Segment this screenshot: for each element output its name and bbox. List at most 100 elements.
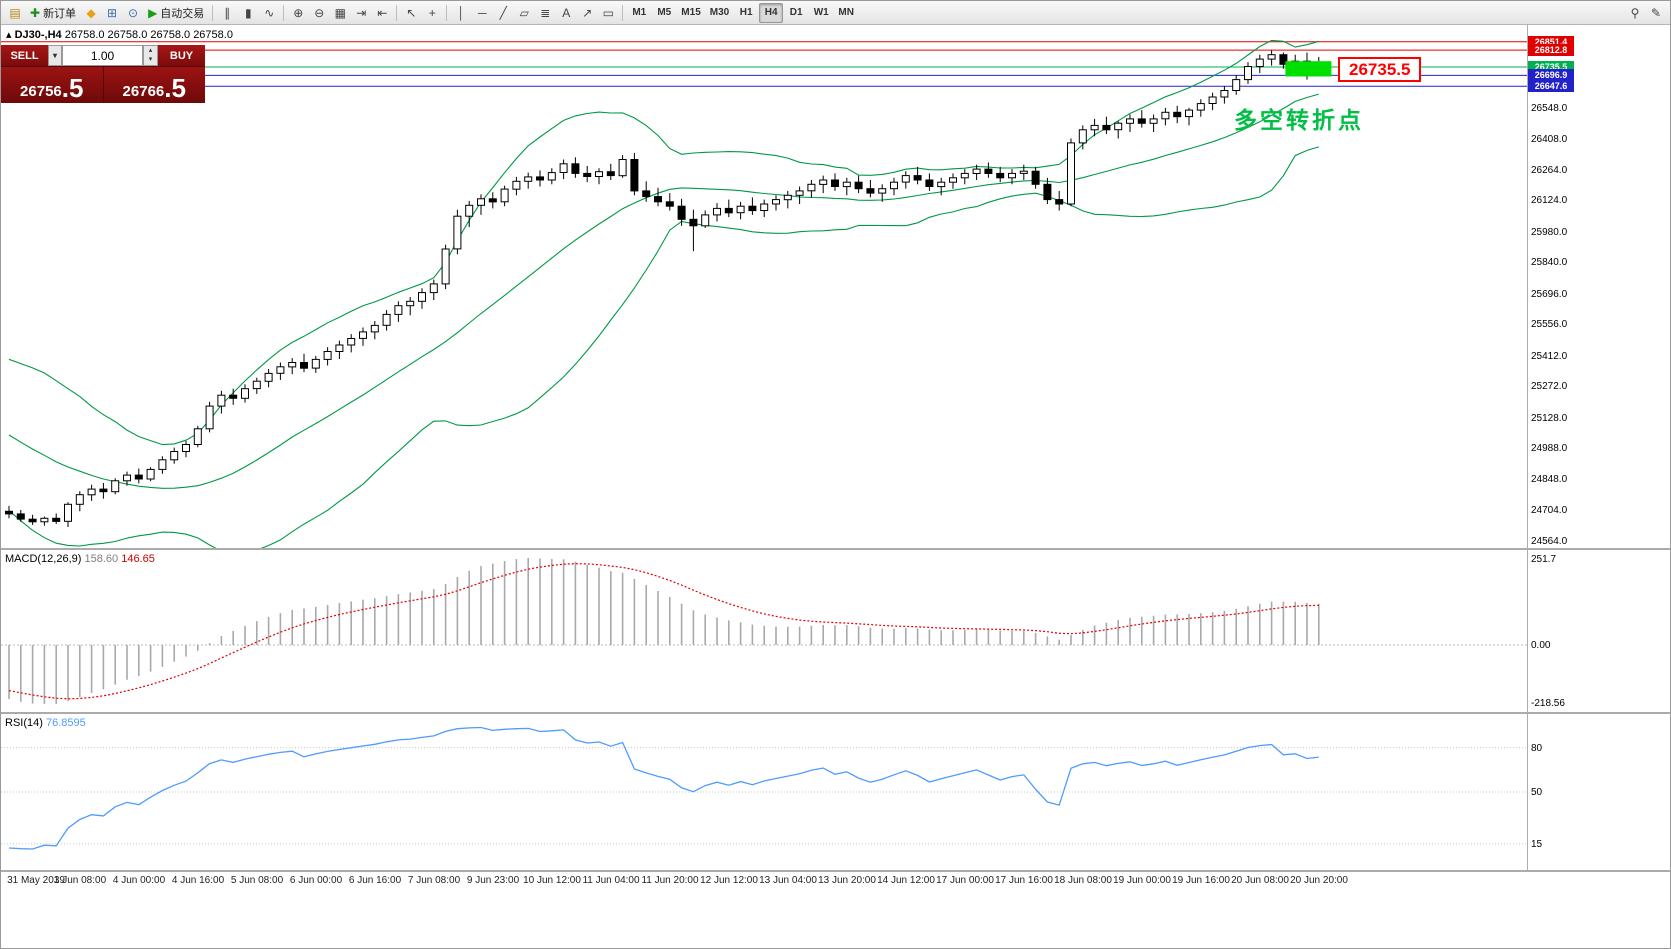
arrow-tool-button[interactable]: ↗: [577, 3, 597, 23]
price-axis-label: 25980.0: [1531, 227, 1568, 238]
price-axis-label: 24564.0: [1531, 536, 1568, 547]
time-axis-label: 6 Jun 00:00: [289, 875, 343, 886]
channel-button[interactable]: ▱: [514, 3, 534, 23]
navigator-icon: ⊙: [128, 5, 139, 20]
text-tool-button[interactable]: A: [556, 3, 576, 23]
market-watch-icon: ◆: [86, 5, 96, 20]
chart-window-icon: ▤: [9, 5, 21, 20]
macd-indicator-label: MACD(12,26,9) 158.60 146.65: [5, 553, 155, 565]
tile-windows-button[interactable]: ▦: [330, 3, 350, 23]
green-highlight-box: [1285, 61, 1332, 77]
autotrading-button[interactable]: ▶ 自动交易: [144, 3, 208, 23]
shapes-button[interactable]: ▭: [598, 3, 618, 23]
time-axis-label: 19 Jun 16:00: [1172, 875, 1230, 886]
timeframe-h1-button[interactable]: H1: [739, 7, 753, 18]
zoom-in-icon: ⊕: [293, 5, 304, 20]
zoom-out-icon: ⊖: [314, 5, 325, 20]
channel-icon: ▱: [519, 5, 529, 20]
buy-price-button[interactable]: 26766 .5: [103, 67, 205, 103]
time-axis-label: 6 Jun 16:00: [348, 875, 402, 886]
toolbar-separator: [283, 4, 285, 21]
time-axis-label: 20 Jun 08:00: [1231, 875, 1289, 886]
cursor-button[interactable]: ↖: [401, 3, 421, 23]
collapse-icon[interactable]: ▴: [6, 29, 12, 41]
symbol-ohlc: 26758.0 26758.0 26758.0 26758.0: [64, 29, 233, 41]
auto-scroll-icon: ⇥: [356, 5, 367, 20]
timeframe-m15-button[interactable]: M15: [681, 7, 701, 18]
panel-separator[interactable]: [1, 712, 1670, 714]
volume-input[interactable]: [62, 45, 143, 66]
navigator-button[interactable]: ⊙: [123, 3, 143, 23]
chart-window-button[interactable]: ▤: [5, 3, 25, 23]
price-axis-label: 25556.0: [1531, 319, 1568, 330]
zoom-out-button[interactable]: ⊖: [309, 3, 329, 23]
crosshair-icon: +: [428, 5, 436, 20]
zoom-in-button[interactable]: ⊕: [288, 3, 308, 23]
rsi-line: [8, 726, 1319, 850]
time-axis-label: 12 Jun 12:00: [700, 875, 758, 886]
rsi-level-label: 80: [1531, 743, 1543, 754]
price-level-badge: 26647.6: [1528, 80, 1574, 92]
autotrading-play-icon: ▶: [148, 5, 158, 20]
rsi-panel[interactable]: [1, 714, 1527, 870]
time-axis-label: 10 Jun 12:00: [523, 875, 581, 886]
bar-chart-button[interactable]: ∥: [217, 3, 237, 23]
timeframe-w1-button[interactable]: W1: [813, 7, 829, 18]
autotrading-button-label: 自动交易: [160, 7, 205, 20]
timeframe-m30-button[interactable]: M30: [709, 7, 730, 18]
one-click-trading-panel: SELL ▾ ▴ ▾ BUY 26756 .5 26766 .5: [1, 45, 205, 103]
sell-price-button[interactable]: 26756 .5: [1, 67, 104, 103]
data-window-button[interactable]: ⊞: [102, 3, 122, 23]
rsi-level-label: 15: [1531, 839, 1543, 850]
vertical-line-icon: │: [457, 5, 466, 20]
price-chart[interactable]: [1, 25, 1527, 548]
turning-point-annotation: 多空转折点: [1234, 107, 1364, 133]
bollinger-bands-layer: [8, 39, 1319, 548]
level-lines-layer: [1, 41, 1527, 87]
price-axis-label: 25272.0: [1531, 381, 1568, 392]
timeframe-mn-button[interactable]: MN: [838, 7, 854, 18]
macd-signal-value: 146.65: [121, 553, 155, 565]
time-axis-label: 13 Jun 04:00: [759, 875, 817, 886]
symbol-search-button[interactable]: ⚲: [1625, 3, 1645, 23]
chart-shift-button[interactable]: ⇤: [372, 3, 392, 23]
timeframe-m1-button[interactable]: M1: [632, 7, 647, 18]
sell-header-button[interactable]: SELL: [1, 45, 48, 66]
panel-separator[interactable]: [1, 870, 1670, 872]
macd-scale-max: 251.7: [1531, 554, 1557, 565]
vertical-line-button[interactable]: │: [451, 3, 471, 23]
buy-header-button[interactable]: BUY: [158, 45, 205, 66]
volume-stepper[interactable]: ▴ ▾: [143, 45, 158, 66]
trendline-button[interactable]: ╱: [493, 3, 513, 23]
auto-scroll-button[interactable]: ⇥: [351, 3, 371, 23]
macd-histogram: [8, 558, 1320, 704]
macd-scale-zero: 0.00: [1531, 640, 1551, 651]
time-axis-label: 3 Jun 08:00: [53, 875, 107, 886]
edit-button[interactable]: ✎: [1646, 3, 1666, 23]
time-axis-label: 18 Jun 08:00: [1054, 875, 1112, 886]
pencil-icon: ✎: [1650, 5, 1662, 20]
line-chart-button[interactable]: ∿: [259, 3, 279, 23]
timeframe-h4-button[interactable]: H4: [759, 2, 784, 23]
time-axis-label: 11 Jun 04:00: [582, 875, 640, 886]
fibonacci-button[interactable]: ≣: [535, 3, 555, 23]
toolbar-separator: [446, 4, 448, 21]
new-order-button[interactable]: ✚ 新订单: [26, 3, 80, 23]
timeframe-d1-button[interactable]: D1: [789, 7, 803, 18]
price-callout-label: 26735.5: [1338, 57, 1422, 82]
time-axis-label: 4 Jun 16:00: [171, 875, 225, 886]
panel-separator[interactable]: [1, 548, 1670, 550]
crosshair-button[interactable]: +: [422, 3, 442, 23]
price-axis-label: 25412.0: [1531, 351, 1568, 362]
time-axis-label: 31 May 2019: [7, 875, 65, 886]
rsi-name: RSI(14): [5, 717, 43, 729]
timeframe-m5-button[interactable]: M5: [657, 7, 672, 18]
market-watch-button[interactable]: ◆: [81, 3, 101, 23]
time-axis-label: 14 Jun 12:00: [877, 875, 935, 886]
arrow-tool-icon: ↗: [582, 5, 593, 20]
macd-panel[interactable]: [1, 550, 1527, 712]
volume-dropdown-button[interactable]: ▾: [48, 45, 62, 66]
horizontal-line-button[interactable]: ─: [472, 3, 492, 23]
time-axis-label: 17 Jun 16:00: [995, 875, 1053, 886]
candlestick-chart-button[interactable]: ▮: [238, 3, 258, 23]
